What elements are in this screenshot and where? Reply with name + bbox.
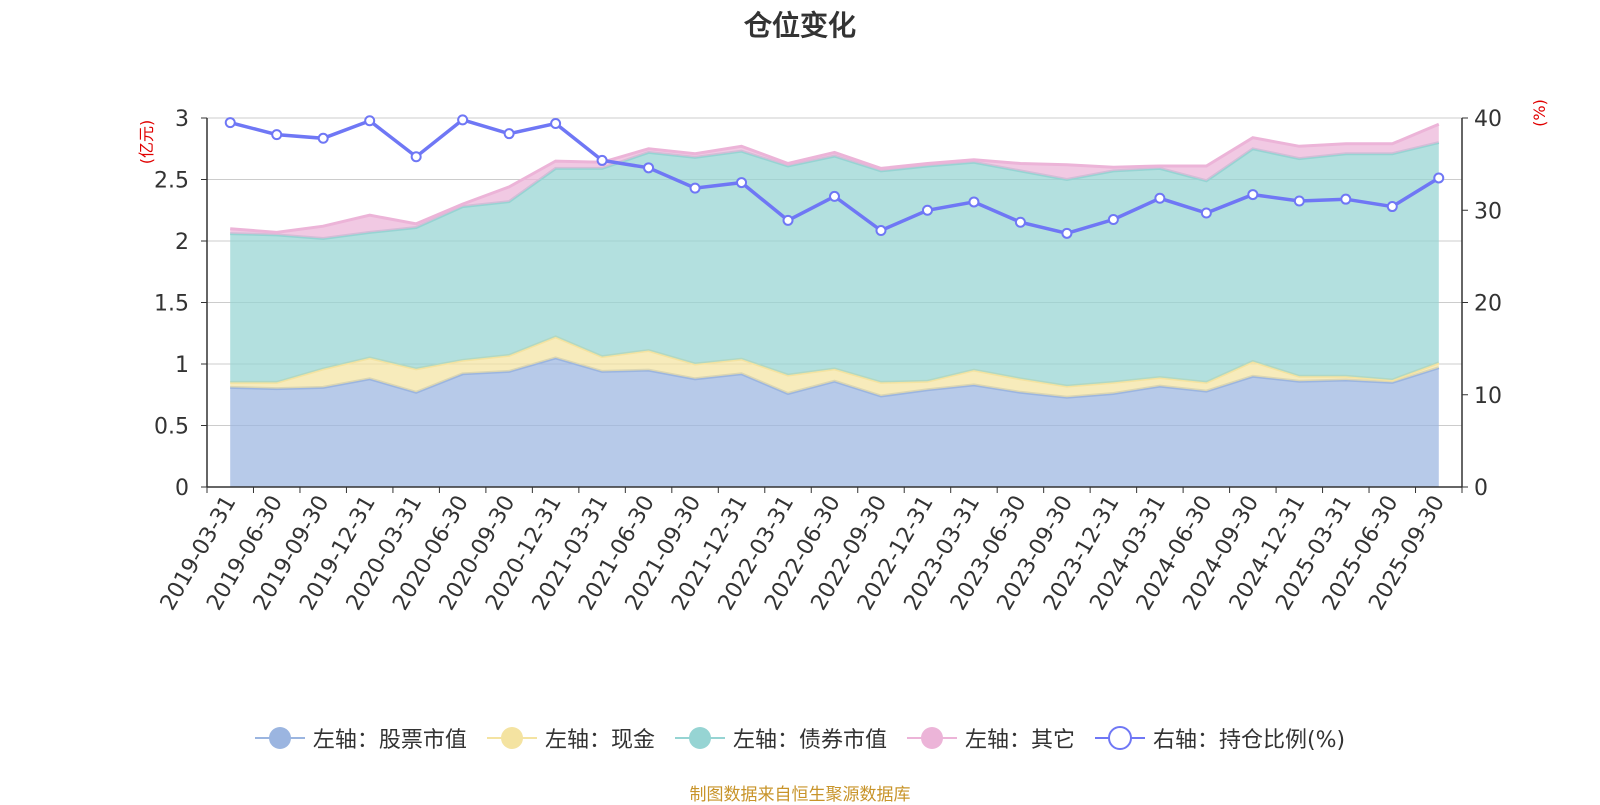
ratio-point	[457, 114, 469, 126]
ratio-point	[1200, 207, 1212, 219]
legend-item-1[interactable]: 左轴：现金	[486, 722, 655, 754]
legend-symbol-icon	[254, 727, 305, 749]
ratio-point	[596, 154, 608, 166]
ratio-point	[550, 118, 562, 130]
y-left-tick-label: 1	[175, 353, 189, 378]
ratio-point	[1293, 195, 1305, 207]
y-left-tick-label: 2	[175, 230, 189, 255]
y-right-unit: (%)	[1530, 99, 1549, 127]
ratio-point	[782, 214, 794, 226]
area-series-2	[230, 142, 1439, 387]
legend-item-0[interactable]: 左轴：股票市值	[254, 722, 467, 754]
ratio-point	[364, 115, 376, 127]
y-left-tick-label: 0	[175, 476, 189, 501]
chart-title: 仓位变化	[743, 9, 856, 42]
legend-label: 左轴：股票市值	[312, 728, 467, 753]
area-series-3	[230, 124, 1439, 239]
ratio-point	[1340, 193, 1352, 205]
legend-label: 左轴：债券市值	[732, 728, 887, 753]
legend-symbol-icon	[674, 727, 725, 749]
area-series-1	[230, 336, 1439, 398]
ratio-point	[689, 182, 701, 194]
ratio-point	[1154, 192, 1166, 204]
legend-symbol-icon	[906, 727, 957, 749]
ratio-point	[317, 132, 329, 144]
ratio-point	[643, 162, 655, 174]
legend-label: 左轴：现金	[544, 728, 655, 753]
ratio-point	[410, 151, 422, 163]
y-right-tick-label: 0	[1474, 476, 1488, 501]
y-left-unit: (亿元)	[137, 120, 156, 165]
y-left-tick-label: 3	[175, 107, 189, 132]
ratio-point	[271, 129, 283, 141]
legend-label: 右轴：持仓比例(%)	[1152, 728, 1346, 753]
ratio-point	[1247, 189, 1259, 201]
area-edge-3	[230, 122, 1440, 234]
legend-label: 左轴：其它	[964, 728, 1075, 753]
legend-symbol-icon	[486, 727, 537, 749]
y-right-tick-label: 30	[1474, 199, 1502, 224]
ratio-point	[503, 128, 515, 140]
ratio-point	[1014, 216, 1026, 228]
ratio-point	[829, 190, 840, 202]
y-left-tick-label: 1.5	[154, 292, 189, 317]
legend-item-4[interactable]: 右轴：持仓比例(%)	[1094, 722, 1346, 754]
ratio-point	[1061, 227, 1073, 239]
ratio-point	[1386, 201, 1398, 213]
ratio-point	[736, 177, 748, 189]
y-right-tick-label: 40	[1474, 107, 1502, 132]
y-right-tick-label: 20	[1474, 292, 1502, 317]
source-note: 制图数据来自恒生聚源数据库	[689, 785, 911, 805]
ratio-point	[1107, 213, 1119, 225]
legend: 左轴：股票市值 左轴：现金 左轴：债券市值 左轴：其它 右轴：持仓比例(%)	[0, 722, 1600, 754]
y-left-tick-label: 0.5	[154, 415, 189, 440]
ratio-point	[224, 117, 236, 129]
legend-item-2[interactable]: 左轴：债券市值	[674, 722, 887, 754]
y-right-tick-label: 10	[1474, 384, 1502, 409]
ratio-point	[968, 196, 980, 208]
y-left-tick-label: 2.5	[154, 169, 189, 194]
ratio-point	[1433, 172, 1445, 184]
ratio-point	[875, 225, 887, 237]
legend-item-3[interactable]: 左轴：其它	[906, 722, 1075, 754]
ratio-point	[921, 204, 933, 216]
legend-symbol-icon	[1094, 726, 1145, 750]
